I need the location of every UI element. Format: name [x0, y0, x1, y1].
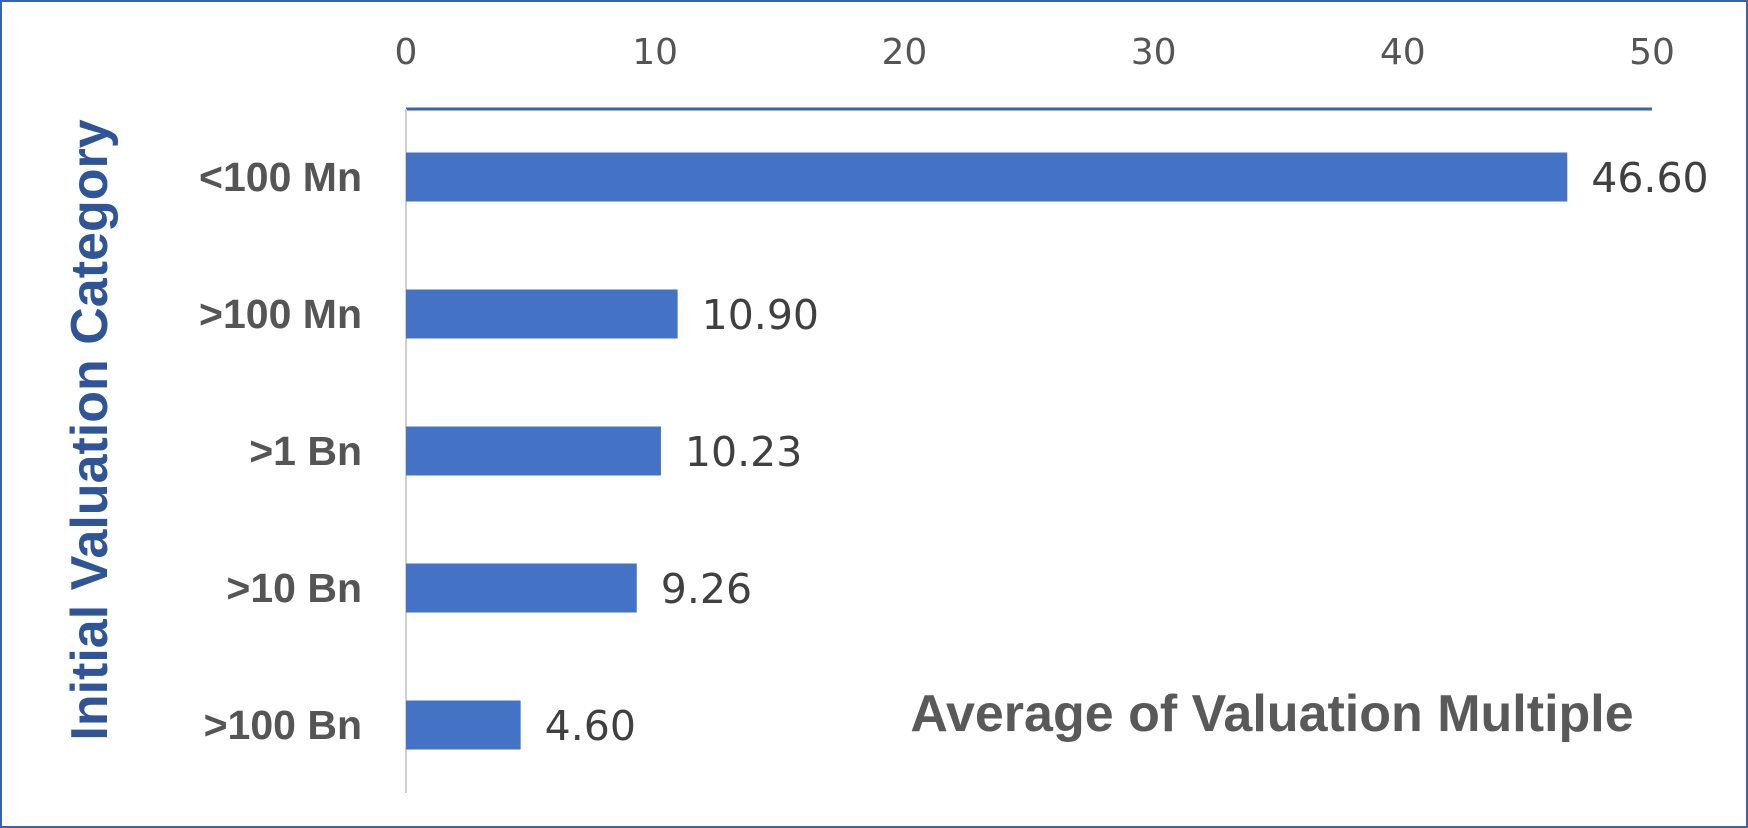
bar: [406, 152, 1568, 202]
data-label: 46.60: [1591, 154, 1708, 202]
bars-group: [406, 152, 1568, 750]
data-label: 9.26: [661, 565, 752, 613]
x-tick-label: 50: [1629, 32, 1675, 73]
x-tick-label: 20: [881, 32, 927, 73]
bar: [406, 426, 661, 476]
bar: [406, 289, 678, 339]
x-tick-label: 40: [1380, 32, 1426, 73]
data-label: 10.23: [685, 428, 802, 476]
x-axis-ticks: 0 10 20 30 40 50: [395, 32, 1675, 73]
category-labels: <100 Mn >100 Mn >1 Bn >10 Bn >100 Bn: [199, 154, 362, 748]
data-label: 4.60: [545, 702, 636, 750]
x-tick-label: 30: [1131, 32, 1177, 73]
y-axis-title: Initial Valuation Category: [61, 119, 119, 740]
data-labels: 46.60 10.90 10.23 9.26 4.60: [545, 154, 1709, 750]
x-tick-label: 10: [632, 32, 678, 73]
bar: [406, 563, 637, 613]
category-label: >10 Bn: [226, 565, 362, 611]
category-label: >100 Mn: [199, 291, 362, 337]
category-label: >1 Bn: [249, 428, 362, 474]
x-tick-label: 0: [395, 32, 418, 73]
data-label: 10.90: [702, 291, 819, 339]
category-label: <100 Mn: [199, 154, 362, 200]
category-label: >100 Bn: [204, 702, 362, 748]
bar: [406, 700, 521, 750]
chart-title: Average of Valuation Multiple: [910, 685, 1633, 743]
